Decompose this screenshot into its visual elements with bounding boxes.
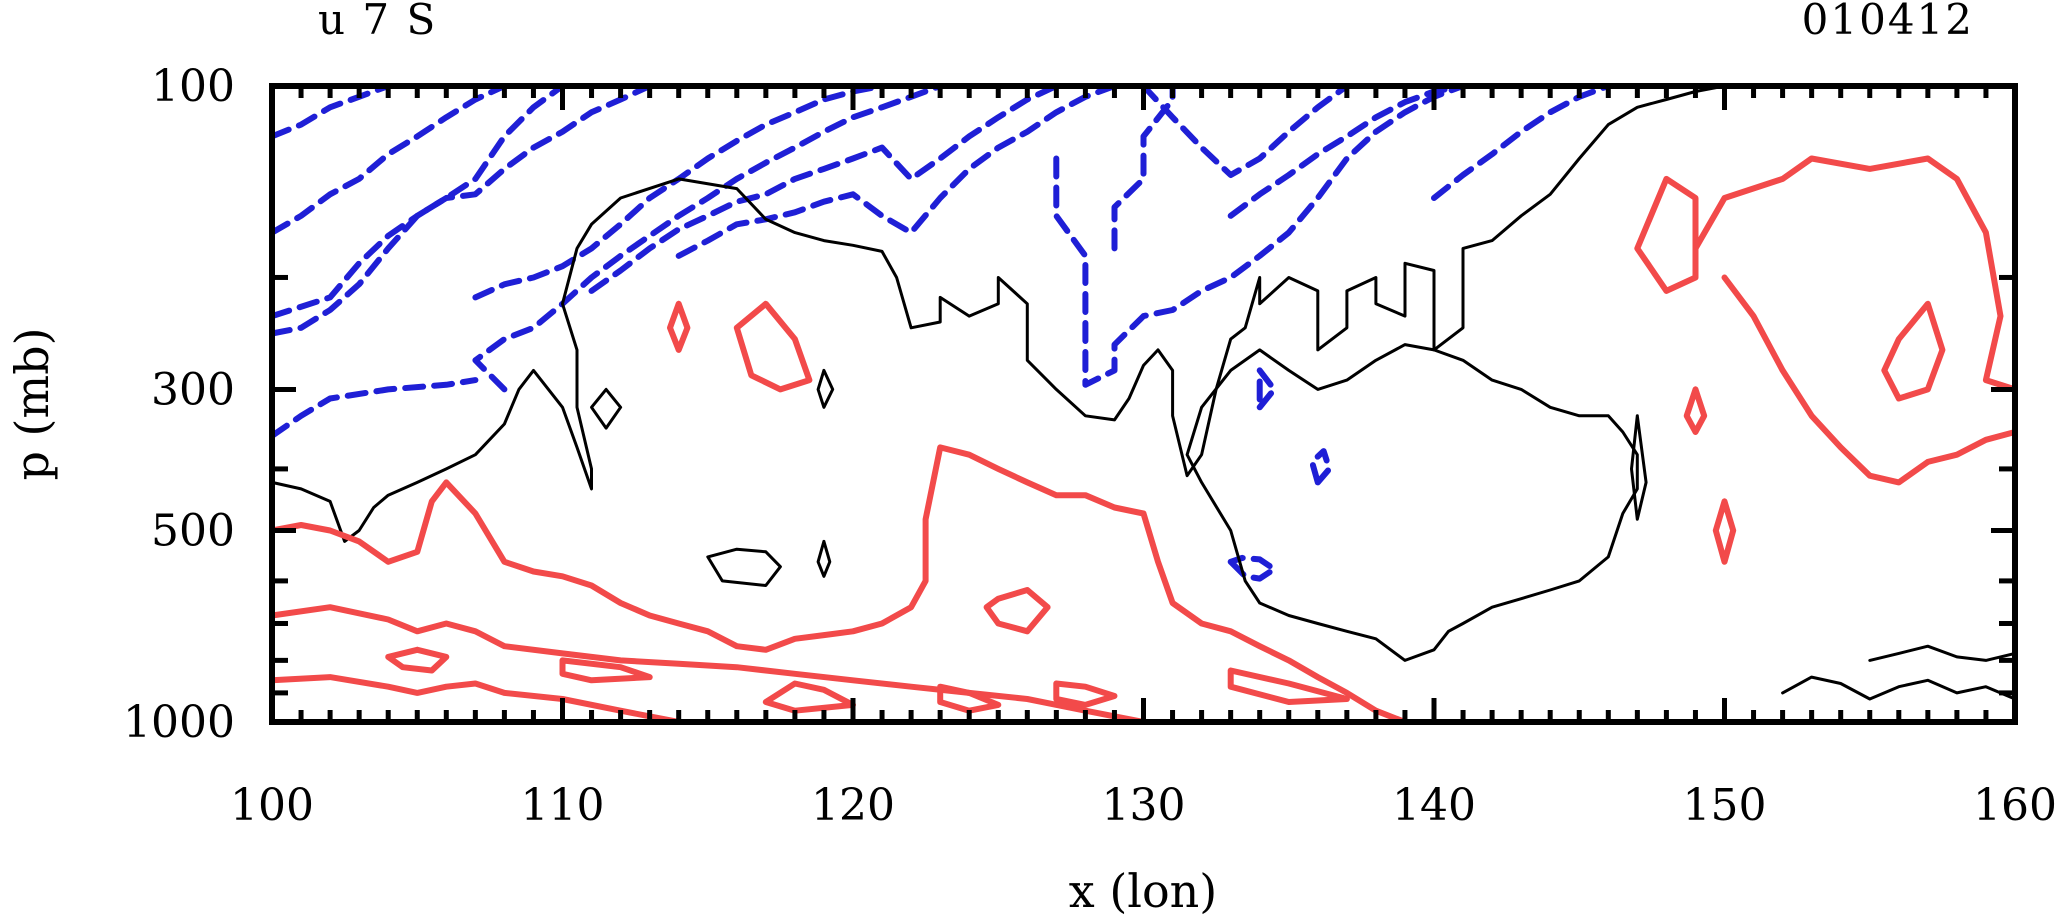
- negative-contour: [588, 83, 1060, 294]
- positive-contour: [1881, 300, 1946, 402]
- y-tick-label: 100: [151, 61, 235, 112]
- negative-contour: [269, 83, 508, 236]
- positive-contour: [269, 444, 1408, 725]
- negative-contour: [1227, 83, 1466, 219]
- negative-contour: [269, 83, 392, 140]
- negative-contour: [472, 83, 885, 301]
- y-axis-label: p (mb): [5, 327, 59, 480]
- y-tick-label: 1000: [123, 697, 235, 748]
- zero-contour: [1185, 343, 1639, 662]
- positive-contour: [1227, 667, 1350, 705]
- zero-contour: [1868, 644, 2017, 662]
- y-tick-label: 500: [151, 506, 235, 557]
- x-tick-label: 130: [1102, 780, 1186, 831]
- x-tick-label: 110: [521, 780, 605, 831]
- x-tick-label: 150: [1683, 780, 1767, 831]
- positive-contour: [269, 674, 682, 725]
- zero-contour: [706, 547, 782, 587]
- zero-contour: [816, 368, 835, 409]
- x-tick-label: 120: [811, 780, 895, 831]
- plot-frame: [269, 83, 2018, 725]
- y-tick-label: 300: [151, 364, 235, 415]
- y-tick-labels: 100 300 500 1000: [123, 61, 235, 748]
- negative-contour: [1309, 448, 1333, 486]
- zero-contour: [270, 84, 1726, 543]
- contour-lines: [269, 83, 2018, 725]
- negative-contour: [1431, 83, 1612, 201]
- negative-contour: [269, 377, 479, 439]
- positive-contour: [1712, 498, 1737, 565]
- negative-contour: [1227, 554, 1278, 582]
- zero-contour: [1781, 675, 2017, 701]
- negative-contour: [1140, 83, 1350, 178]
- x-tick-labels: 100 110 120 130 140 150 160: [230, 780, 2057, 831]
- positive-contour: [559, 657, 653, 684]
- chart-title-right: 010412: [1802, 0, 1974, 44]
- positive-contour: [733, 300, 813, 393]
- positive-contour: [983, 587, 1051, 635]
- positive-contour: [385, 646, 450, 674]
- positive-contour: [1683, 386, 1708, 435]
- x-tick-label: 100: [230, 780, 314, 831]
- axis-ticks: [269, 83, 2018, 725]
- zero-contour: [1630, 414, 1648, 521]
- negative-contour: [472, 83, 944, 393]
- positive-contour: [1692, 155, 2018, 393]
- chart-title-left: u 7 S: [318, 0, 437, 44]
- negative-contour: [1256, 367, 1278, 411]
- positive-contour: [1053, 680, 1118, 708]
- positive-contour: [1721, 274, 2018, 486]
- negative-contour: [269, 83, 653, 320]
- negative-contour: [1053, 83, 1466, 388]
- x-tick-label: 140: [1392, 780, 1476, 831]
- positive-contour: [762, 680, 856, 714]
- zero-contour: [590, 387, 623, 430]
- negative-contour: [675, 83, 1118, 259]
- positive-contour: [667, 300, 691, 353]
- negative-contour: [269, 83, 566, 337]
- positive-contour: [1634, 175, 1699, 294]
- x-axis-label: x (lon): [1069, 864, 1218, 918]
- x-tick-label: 160: [1973, 780, 2057, 831]
- zero-contour: [816, 539, 832, 578]
- positive-contour: [937, 683, 1002, 714]
